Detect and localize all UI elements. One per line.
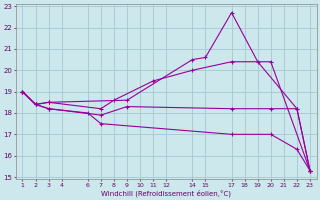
X-axis label: Windchill (Refroidissement éolien,°C): Windchill (Refroidissement éolien,°C) <box>101 189 231 197</box>
